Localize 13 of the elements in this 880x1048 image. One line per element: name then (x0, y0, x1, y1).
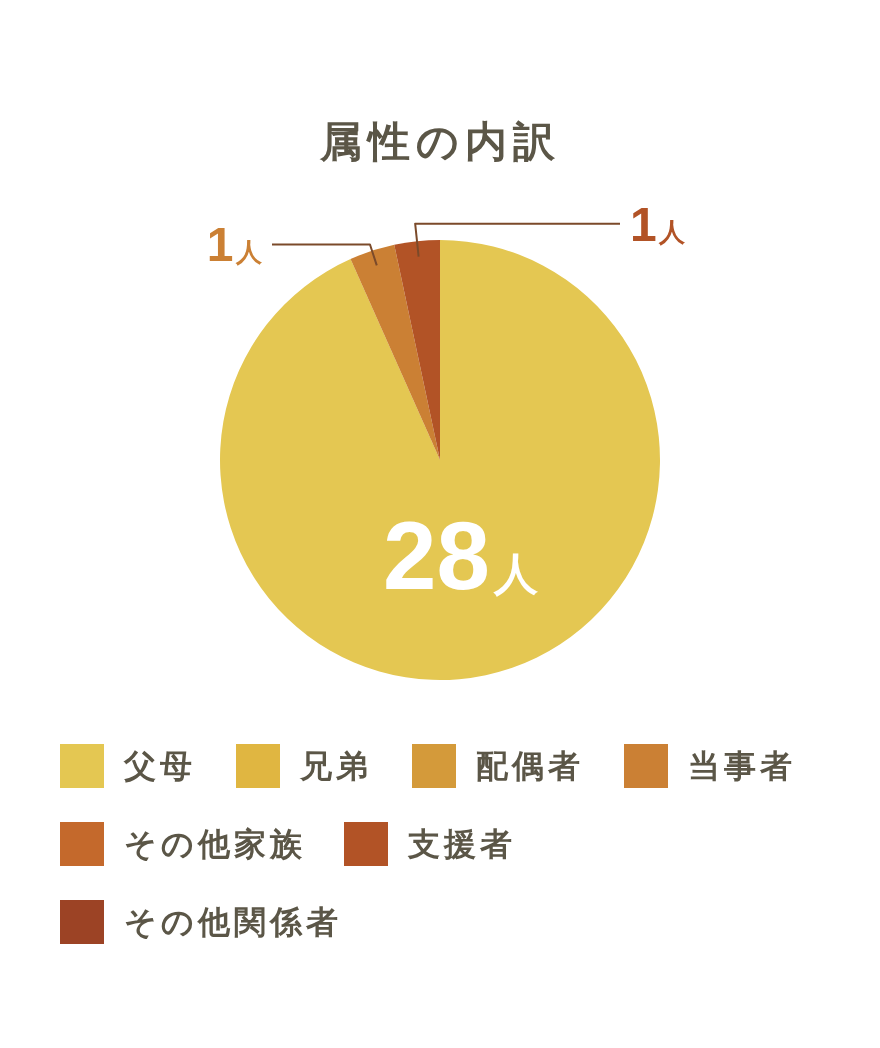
legend-label: 当事者 (688, 747, 796, 785)
data-label: 1人 (630, 197, 687, 251)
chart-title: 属性の内訳 (318, 117, 561, 166)
legend-label: その他家族 (124, 825, 306, 863)
pie-slice (350, 244, 440, 460)
legend-label: 支援者 (407, 825, 516, 863)
legend-label: 父母 (123, 747, 196, 785)
pie-slice (394, 240, 440, 460)
legend-label: その他関係者 (124, 903, 342, 941)
legend-label: 配偶者 (476, 747, 584, 785)
data-label: 1人 (206, 218, 263, 272)
data-label: 28人 (382, 501, 539, 609)
legend-label: 兄弟 (299, 747, 372, 785)
